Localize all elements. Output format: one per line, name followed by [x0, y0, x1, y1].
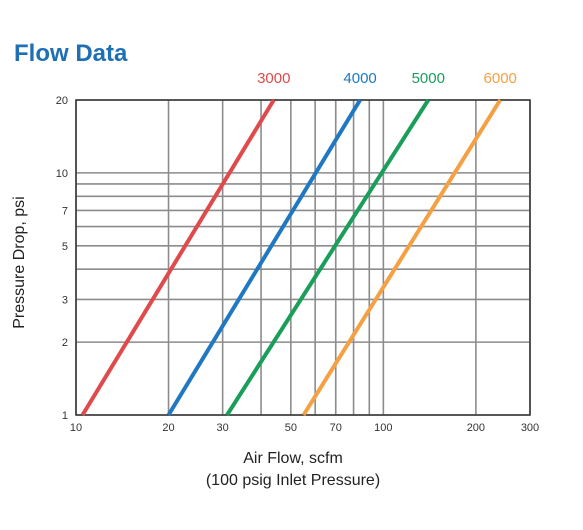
x-tick-label: 10 [70, 422, 82, 434]
x-tick-label: 200 [467, 422, 485, 434]
series-line-6000 [301, 98, 502, 417]
legend-label-6000: 6000 [484, 70, 517, 87]
plot-frame [75, 99, 531, 416]
chart-title: Flow Data [14, 40, 128, 67]
x-tick-label: 100 [374, 422, 392, 434]
series-lines [80, 98, 502, 417]
x-tick-label: 30 [217, 422, 229, 434]
x-tick-label: 50 [285, 422, 297, 434]
y-tick-label: 5 [62, 241, 68, 253]
y-axis-label: Pressure Drop, psi [11, 196, 28, 329]
y-tick-label: 10 [56, 168, 68, 180]
y-tick-label: 7 [62, 205, 68, 217]
legend-label-4000: 4000 [343, 70, 376, 87]
series-line-3000 [80, 98, 276, 417]
series-line-4000 [166, 98, 362, 417]
x-axis-sublabel: (100 psig Inlet Pressure) [206, 472, 380, 489]
y-tick-label: 2 [62, 337, 68, 349]
legend-label-3000: 3000 [257, 70, 290, 87]
x-tick-label: 20 [162, 422, 174, 434]
grid-lines [75, 99, 531, 416]
x-axis-label: Air Flow, scfm [243, 450, 343, 467]
legend: 3000 4000 5000 6000 [257, 70, 517, 87]
x-tick-label: 300 [521, 422, 539, 434]
series-line-5000 [225, 98, 430, 417]
legend-label-5000: 5000 [412, 70, 445, 87]
x-tick-labels: 10 20 30 50 70 100 200 300 [70, 422, 539, 434]
x-tick-label: 70 [330, 422, 342, 434]
y-tick-label: 3 [62, 294, 68, 306]
y-tick-label: 20 [56, 95, 68, 107]
y-tick-label: 1 [62, 410, 68, 422]
y-tick-labels: 1 2 3 5 7 10 20 [56, 95, 68, 422]
